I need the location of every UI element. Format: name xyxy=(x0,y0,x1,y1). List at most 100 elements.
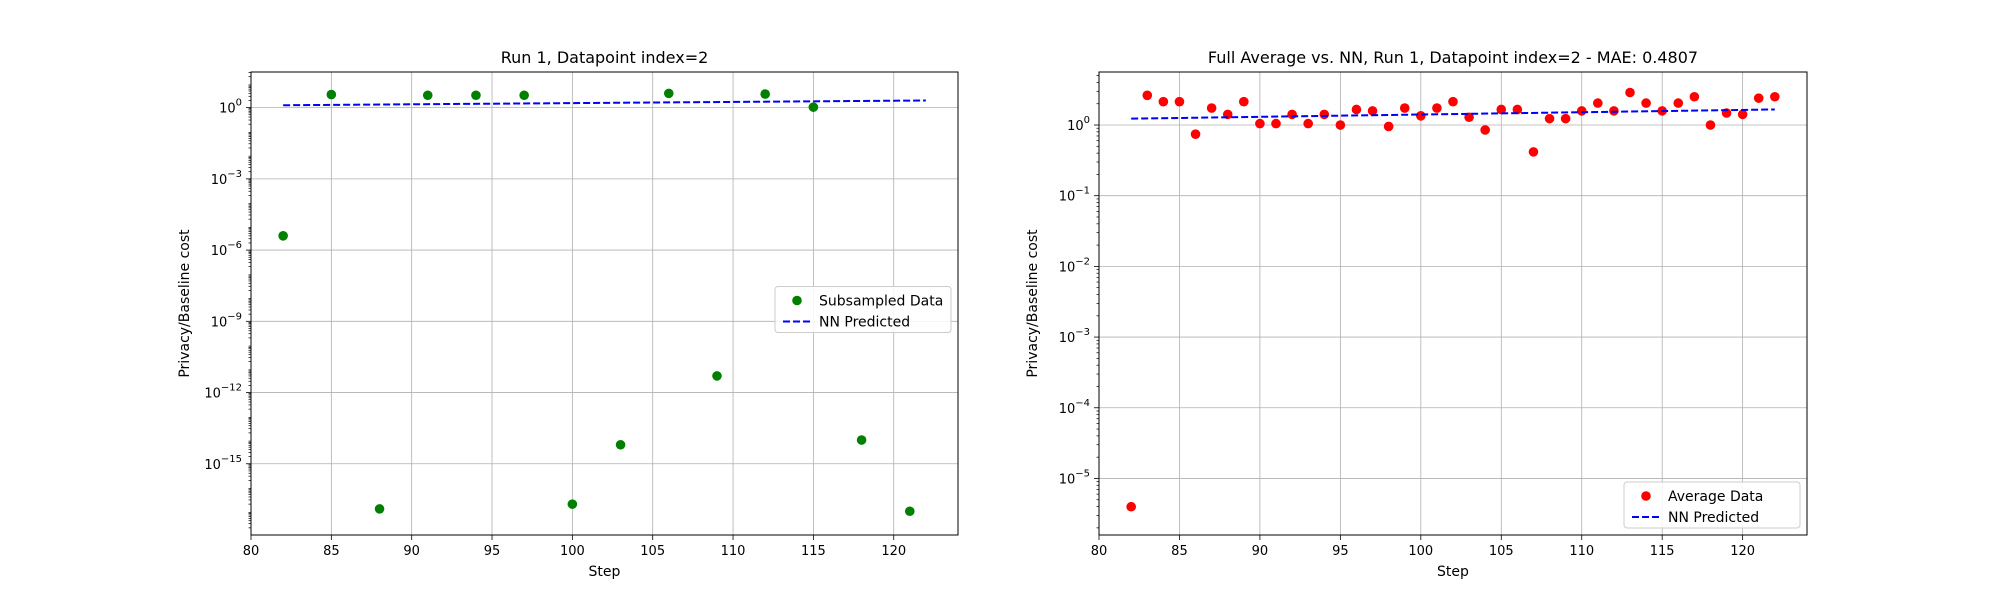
x-tick-label: 120 xyxy=(881,544,906,559)
plot-frame xyxy=(1098,71,1808,536)
chart-panel-1: 80 85 90 95 100 105 110 115 12010010−310−610−910… xyxy=(177,48,959,580)
data-point xyxy=(1705,120,1716,130)
y-tick-label: 10−5 xyxy=(1059,468,1090,487)
y-axis-label: Privacy/Baseline cost xyxy=(177,229,193,378)
data-point xyxy=(1528,147,1539,157)
grid xyxy=(1098,72,1807,535)
legend-label: NN Predicted xyxy=(819,315,910,331)
series-line-nn-predicted xyxy=(1131,108,1775,120)
data-point xyxy=(1399,103,1410,113)
chart-title: Full Average vs. NN, Run 1, Datapoint in… xyxy=(1208,48,1698,67)
data-point xyxy=(1287,109,1297,120)
data-point xyxy=(1689,91,1700,102)
x-tick-label: 115 xyxy=(801,544,826,559)
data-point xyxy=(1544,113,1555,124)
y-tick-exponent: −6 xyxy=(227,240,242,251)
legend-swatch-marker xyxy=(792,295,802,306)
data-point xyxy=(1737,109,1748,120)
y-tick-base: 10 xyxy=(211,173,228,188)
legend: Average Data NN Predicted xyxy=(1623,481,1801,529)
y-tick-exponent: −5 xyxy=(1075,468,1090,479)
x-tick-label: 105 xyxy=(640,544,665,559)
y-tick-base: 10 xyxy=(211,315,228,330)
y-tick-label: 10−15 xyxy=(204,454,242,473)
y-tick-label: 100 xyxy=(219,98,242,117)
x-tick-label: 115 xyxy=(1650,544,1675,559)
legend: Subsampled Data NN Predicted xyxy=(774,286,952,333)
y-tick-exponent: 0 xyxy=(236,98,242,109)
data-point xyxy=(1512,104,1523,115)
y-tick-label: 10−3 xyxy=(211,169,242,188)
data-point xyxy=(856,435,867,445)
chart-title: Run 1, Datapoint index=2 xyxy=(501,48,709,67)
y-tick-base: 10 xyxy=(204,458,221,473)
legend-box xyxy=(774,286,952,333)
data-point xyxy=(1673,98,1684,108)
x-tick-label: 120 xyxy=(1730,544,1755,559)
x-axis-label: Step xyxy=(1437,564,1469,580)
data-point xyxy=(1319,109,1330,120)
data-point xyxy=(1593,98,1603,108)
x-tick-label: 85 xyxy=(323,544,340,559)
data-point xyxy=(1271,118,1281,129)
y-tick-base: 10 xyxy=(1059,190,1076,205)
y-tick-label: 10−12 xyxy=(204,383,242,402)
x-tick-label: 110 xyxy=(1569,544,1594,559)
y-axis-label: Privacy/Baseline cost xyxy=(1025,229,1041,378)
y-tick-exponent: −12 xyxy=(221,383,242,394)
data-point xyxy=(1416,111,1426,121)
data-point xyxy=(1158,96,1169,107)
legend-swatch-marker xyxy=(1641,491,1651,501)
data-point xyxy=(663,88,674,99)
y-tick-base: 10 xyxy=(219,102,236,117)
x-tick-label: 90 xyxy=(403,544,420,559)
data-point xyxy=(1335,120,1346,130)
data-point xyxy=(1625,87,1635,98)
data-point xyxy=(1190,129,1201,140)
legend-label: Average Data xyxy=(1668,489,1763,505)
data-point xyxy=(904,506,915,517)
data-point xyxy=(1432,103,1442,113)
data-point xyxy=(1383,121,1394,132)
x-tick-label: 85 xyxy=(1171,544,1188,559)
y-tick-base: 10 xyxy=(211,244,228,259)
data-point xyxy=(1448,96,1458,107)
data-point xyxy=(326,89,337,100)
y-tick-label: 10−1 xyxy=(1059,186,1090,205)
y-tick-exponent: −2 xyxy=(1075,256,1090,267)
data-point xyxy=(1351,104,1362,115)
x-tick-label: 110 xyxy=(721,544,746,559)
y-tick-label: 100 xyxy=(1067,115,1090,134)
x-tick-label: 100 xyxy=(560,544,585,559)
data-point xyxy=(1480,125,1490,135)
data-point xyxy=(567,499,578,509)
y-tick-base: 10 xyxy=(1059,331,1076,346)
data-point xyxy=(422,90,433,101)
x-tick-label: 80 xyxy=(243,544,260,559)
data-point xyxy=(471,90,481,101)
data-point xyxy=(1142,90,1153,101)
x-tick-label: 80 xyxy=(1091,544,1108,559)
y-tick-exponent: −3 xyxy=(1075,327,1090,338)
y-tick-exponent: −3 xyxy=(227,169,242,180)
y-tick-exponent: 0 xyxy=(1084,115,1090,126)
data-point xyxy=(374,504,385,514)
y-tick-exponent: −9 xyxy=(227,311,242,322)
data-point xyxy=(1174,96,1185,107)
x-tick-label: 95 xyxy=(1332,544,1349,559)
y-tick-label: 10−6 xyxy=(211,240,242,259)
data-point xyxy=(1255,118,1265,129)
y-tick-label: 10−2 xyxy=(1059,256,1090,275)
y-tick-label: 10−4 xyxy=(1059,398,1090,417)
data-point xyxy=(1770,91,1780,102)
y-tick-exponent: −15 xyxy=(221,454,242,465)
data-point xyxy=(1560,113,1571,124)
y-tick-label: 10−3 xyxy=(1059,327,1090,346)
y-tick-base: 10 xyxy=(204,387,221,402)
y-tick-base: 10 xyxy=(1059,260,1076,275)
x-tick-label: 105 xyxy=(1489,544,1514,559)
x-tick-label: 95 xyxy=(484,544,501,559)
x-tick-label: 90 xyxy=(1252,544,1269,559)
data-point xyxy=(519,90,529,101)
data-point xyxy=(1303,118,1313,129)
